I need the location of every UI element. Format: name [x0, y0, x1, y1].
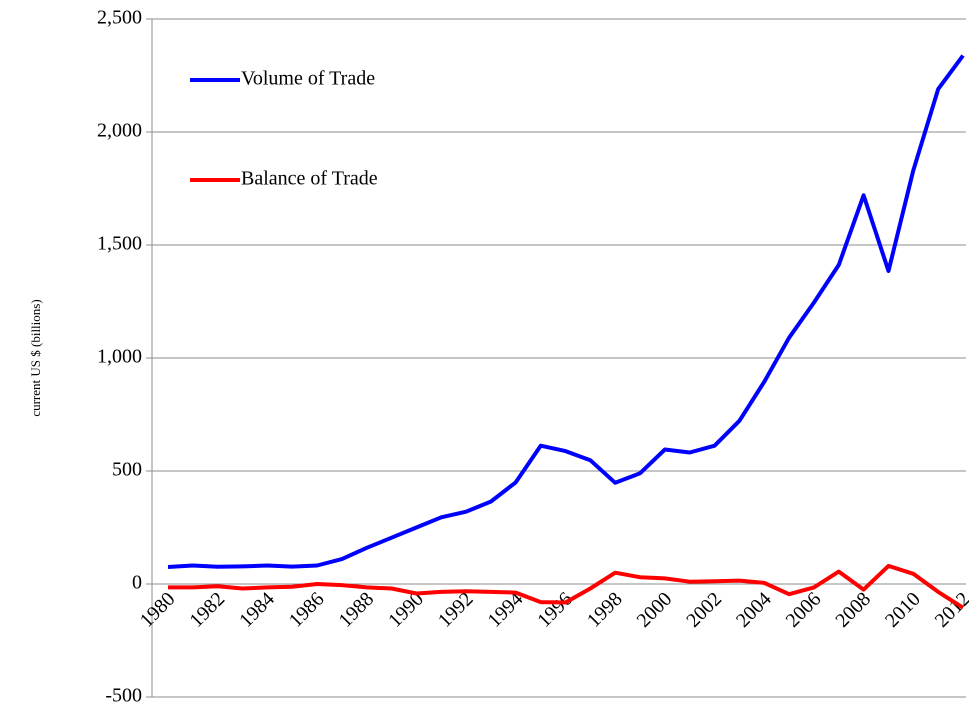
x-tick-label: 1998	[583, 588, 627, 632]
x-tick-label: 1988	[334, 588, 378, 632]
y-tick-label: 2,500	[97, 7, 142, 29]
series-line	[167, 54, 965, 569]
y-tick-label: 1,000	[97, 346, 142, 368]
x-tick-label: 2002	[682, 588, 726, 632]
x-tick-label: 1984	[235, 588, 279, 632]
y-axis-label: current US $ (billions)	[28, 299, 43, 416]
series-line	[168, 563, 965, 610]
x-tick-label: 1980	[136, 588, 180, 632]
y-tick-label: -500	[105, 685, 142, 707]
x-tick-label: 2000	[633, 588, 677, 632]
y-tick-label: 0	[132, 572, 142, 594]
y-tick-label: 1,500	[97, 233, 142, 255]
y-tick-label: 2,000	[97, 120, 142, 142]
legend-label: Volume of Trade	[241, 68, 375, 90]
x-tick-label: 1992	[434, 588, 478, 632]
x-tick-label: 1986	[285, 588, 329, 632]
x-tick-label: 2012	[931, 588, 969, 632]
x-tick-label: 1982	[185, 588, 229, 632]
x-tick-label: 1996	[533, 588, 577, 632]
y-tick-label: 500	[112, 459, 142, 481]
x-tick-label: 2004	[732, 588, 776, 632]
legend-label: Balance of Trade	[241, 168, 378, 190]
x-tick-label: 2010	[881, 588, 925, 632]
x-tick-label: 2008	[831, 588, 875, 632]
